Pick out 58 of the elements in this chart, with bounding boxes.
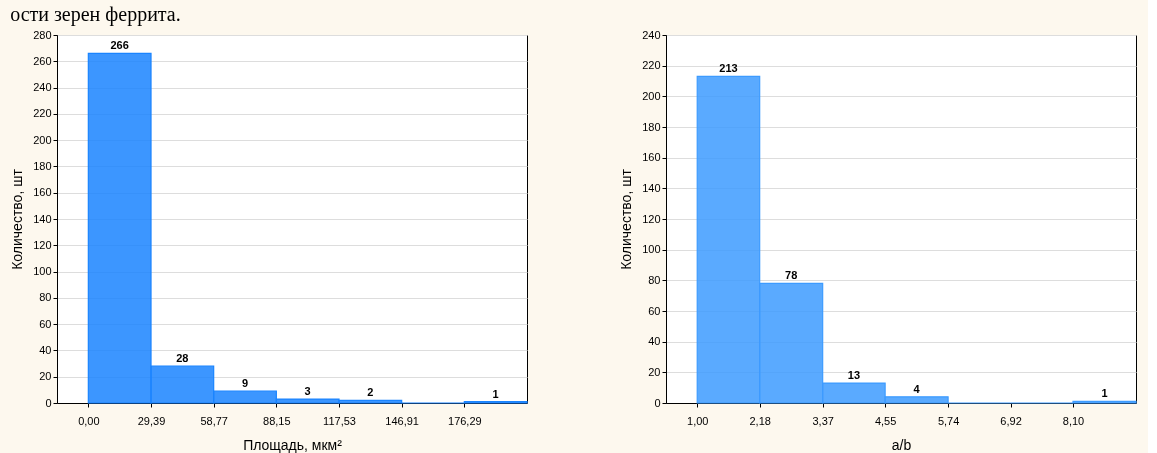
y-tick-label: 240: [642, 28, 661, 41]
x-tick-label: 4,55: [874, 414, 897, 427]
data-label: 266: [110, 39, 129, 52]
data-label: 28: [176, 352, 189, 365]
y-tick-label: 20: [39, 370, 52, 383]
y-tick-label: 100: [642, 243, 661, 256]
y-tick-label: 240: [33, 81, 52, 94]
y-tick-label: 140: [642, 181, 661, 194]
x-tick-label: 0,00: [78, 414, 100, 427]
y-tick-label: 0: [654, 396, 661, 409]
data-label: 78: [785, 269, 798, 282]
data-label: 4: [913, 382, 921, 395]
y-tick-label: 160: [33, 186, 52, 199]
data-label: 2: [367, 386, 374, 399]
y-tick-label: 60: [39, 317, 52, 330]
data-label: 1: [492, 387, 499, 400]
y-axis-title: Количество, шт: [9, 168, 26, 270]
x-tick-label: 2,18: [749, 414, 771, 427]
y-tick-label: 220: [33, 107, 52, 120]
x-tick-label: 6,92: [1000, 414, 1022, 427]
y-tick-label: 120: [642, 212, 661, 225]
y-axis-title: Количество, шт: [618, 168, 635, 270]
x-axis-title: Площадь, мкм²: [243, 436, 343, 453]
data-label: 13: [847, 369, 861, 382]
x-tick-label: 29,39: [137, 414, 166, 427]
x-tick-label: 117,53: [323, 414, 356, 427]
x-tick-label: 88,15: [263, 414, 291, 427]
data-label: 1: [1101, 387, 1108, 400]
y-tick-label: 100: [33, 265, 52, 278]
x-tick-label: 146,91: [385, 414, 419, 427]
x-tick-label: 3,37: [812, 414, 834, 427]
y-tick-label: 80: [39, 291, 52, 304]
y-tick-label: 40: [648, 335, 661, 348]
y-tick-label: 140: [33, 212, 52, 225]
x-tick-label: 5,74: [937, 414, 960, 427]
text: ости зерен феррита.: [10, 2, 181, 26]
x-axis-title: a/b: [891, 436, 912, 453]
y-tick-label: 220: [642, 59, 661, 72]
data-label: 3: [304, 385, 311, 398]
y-tick-label: 180: [642, 120, 661, 133]
y-tick-label: 0: [45, 396, 52, 409]
data-label: 213: [719, 62, 738, 75]
y-tick-label: 260: [33, 54, 52, 67]
x-tick-label: 58,77: [200, 414, 228, 427]
y-tick-label: 200: [33, 133, 52, 146]
y-tick-label: 160: [642, 151, 661, 164]
y-tick-label: 280: [33, 28, 52, 41]
y-tick-label: 20: [648, 365, 661, 378]
y-tick-label: 40: [39, 343, 52, 356]
y-tick-label: 200: [642, 89, 661, 102]
x-tick-label: 8,10: [1062, 414, 1085, 427]
y-tick-label: 60: [648, 304, 661, 317]
x-tick-label: 1,00: [687, 414, 709, 427]
y-tick-label: 80: [648, 273, 661, 286]
y-tick-label: 180: [33, 159, 52, 172]
data-label: 9: [241, 377, 249, 390]
y-tick-label: 120: [33, 238, 52, 251]
x-tick-label: 176,29: [448, 414, 482, 427]
